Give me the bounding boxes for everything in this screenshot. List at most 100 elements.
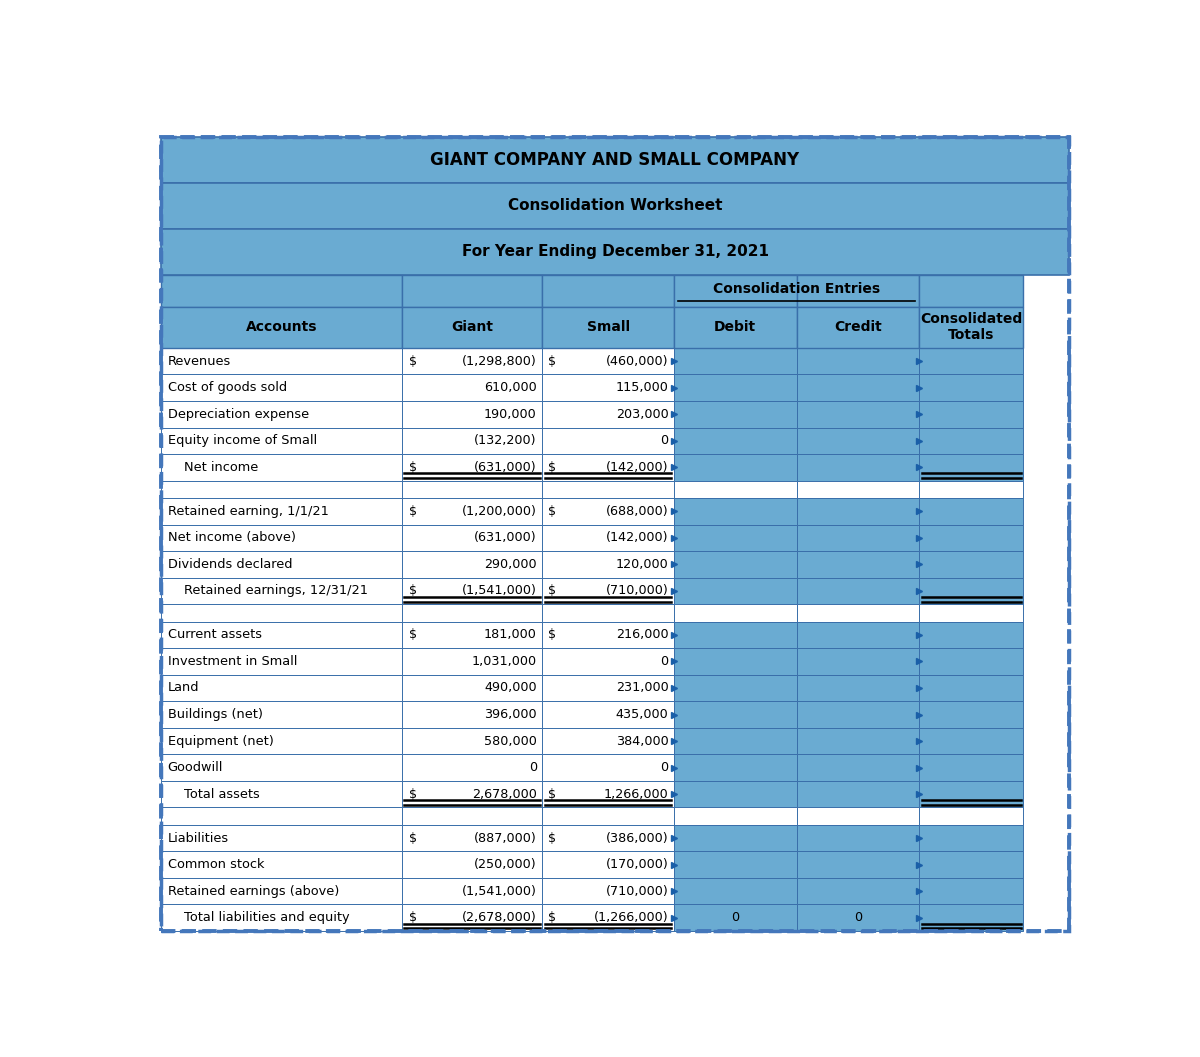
Bar [402,808,542,824]
Bar [797,851,919,878]
Bar [674,878,797,905]
Text: $: $ [409,355,418,368]
Bar [161,648,402,674]
Text: $: $ [548,505,556,518]
Text: $: $ [409,505,418,518]
Text: 0: 0 [853,911,862,924]
Bar [402,427,542,455]
Text: Equipment (net): Equipment (net) [168,735,274,747]
Bar [674,577,797,605]
Bar [797,728,919,755]
Bar [674,427,797,455]
Bar [919,524,1024,551]
Text: (386,000): (386,000) [606,832,668,845]
Text: Giant: Giant [451,320,493,334]
Bar [161,905,402,931]
Bar [797,605,919,622]
Text: (142,000): (142,000) [606,532,668,544]
Bar [919,622,1024,648]
Bar [402,755,542,781]
Text: $: $ [548,832,556,845]
Text: 0: 0 [660,761,668,774]
Bar [161,307,402,348]
Bar [674,905,797,931]
Bar [542,498,674,524]
Text: 1,031,000: 1,031,000 [472,655,536,668]
Text: Retained earnings (above): Retained earnings (above) [168,885,340,897]
Text: Accounts: Accounts [246,320,317,334]
Bar [674,851,797,878]
Text: Debit: Debit [714,320,756,334]
Text: 490,000: 490,000 [484,682,536,694]
Text: (142,000): (142,000) [606,461,668,474]
Text: 396,000: 396,000 [484,708,536,721]
Bar [402,728,542,755]
Bar [919,481,1024,498]
Bar [919,755,1024,781]
Bar [797,427,919,455]
Bar [919,275,1024,307]
Text: $: $ [548,629,556,642]
Bar [161,427,402,455]
Bar [161,348,402,374]
Text: 0: 0 [660,434,668,447]
Bar [797,275,919,307]
Text: Cost of goods sold: Cost of goods sold [168,382,287,394]
Text: (132,200): (132,200) [474,434,536,447]
Text: Small: Small [587,320,630,334]
Bar [402,275,542,307]
Bar [161,524,402,551]
Bar [542,524,674,551]
Text: $: $ [409,629,418,642]
Text: 1,266,000: 1,266,000 [604,787,668,800]
Bar [161,824,402,851]
Bar [919,781,1024,808]
Text: $: $ [548,461,556,474]
Bar [797,481,919,498]
Text: Net income (above): Net income (above) [168,532,295,544]
Bar [797,524,919,551]
Bar [919,577,1024,605]
Bar [919,878,1024,905]
Bar [542,808,674,824]
Text: (1,541,000): (1,541,000) [462,585,536,597]
Bar [797,701,919,728]
Bar [919,401,1024,427]
Bar [402,824,542,851]
Bar [674,374,797,401]
Bar [797,755,919,781]
Text: (1,266,000): (1,266,000) [594,911,668,924]
Bar [919,307,1024,348]
Bar [674,524,797,551]
Bar [919,674,1024,701]
Bar [402,455,542,481]
Bar [797,307,919,348]
Bar [542,374,674,401]
Bar [402,878,542,905]
Bar [161,605,402,622]
Bar [542,622,674,648]
Bar [797,455,919,481]
Text: (631,000): (631,000) [474,461,536,474]
Bar [674,755,797,781]
Text: Total assets: Total assets [185,787,260,800]
Bar [797,374,919,401]
Text: $: $ [548,355,556,368]
Bar [542,878,674,905]
Text: Liabilities: Liabilities [168,832,229,845]
Text: $: $ [548,911,556,924]
Text: Total liabilities and equity: Total liabilities and equity [185,911,350,924]
Bar [161,755,402,781]
Bar [542,674,674,701]
Bar [797,622,919,648]
Bar [161,878,402,905]
Text: Current assets: Current assets [168,629,262,642]
Text: 610,000: 610,000 [484,382,536,394]
Bar [674,498,797,524]
Text: 216,000: 216,000 [616,629,668,642]
Bar [797,905,919,931]
Bar [674,401,797,427]
Bar [919,498,1024,524]
Bar [161,481,402,498]
Bar [402,524,542,551]
